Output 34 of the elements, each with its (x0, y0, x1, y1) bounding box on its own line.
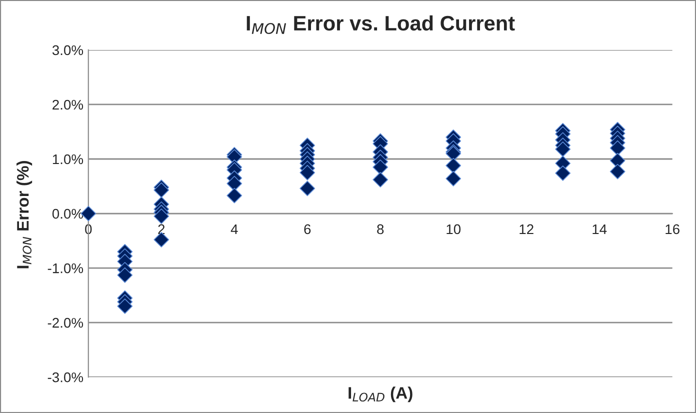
x-tick-label: 6 (304, 224, 311, 234)
point (610, 140, 626, 156)
x-tick-label: 8 (377, 224, 384, 234)
point (117, 267, 133, 283)
point (555, 141, 571, 157)
point (117, 298, 133, 314)
y-tick-label: -2.0% (48, 318, 84, 328)
x-tick-label: 10 (446, 224, 461, 234)
y-tick-label: 1.0% (52, 154, 84, 164)
x-tick-label: 12 (520, 224, 534, 234)
point (226, 176, 242, 192)
y-tick-label: 3.0% (52, 45, 84, 56)
x-tick-label: 14 (592, 224, 607, 234)
point (372, 172, 388, 188)
y-tick-label: 2.0% (52, 100, 84, 110)
point (446, 170, 462, 186)
y-tick-label: -3.0% (48, 372, 84, 382)
y-tick-label: -1.0% (48, 263, 84, 274)
point (300, 164, 316, 180)
point (154, 208, 170, 224)
chart-title: I$_{MON}$ Error vs. Load Current (246, 15, 515, 34)
point (372, 159, 388, 175)
y-tick-label: 0.0% (52, 208, 84, 219)
point (555, 165, 571, 181)
point (446, 158, 462, 174)
point (610, 164, 626, 180)
x-tick-label: 16 (666, 224, 680, 234)
x-tick-label: 4 (230, 224, 238, 234)
x-axis-title: I$_{LOAD}$ (A) (348, 386, 412, 402)
x-tick-label: 0 (85, 224, 92, 234)
point (610, 152, 626, 168)
point (226, 188, 242, 204)
y-axis-title: I$_{MON}$ Error (%) (16, 161, 32, 268)
point (300, 180, 316, 196)
